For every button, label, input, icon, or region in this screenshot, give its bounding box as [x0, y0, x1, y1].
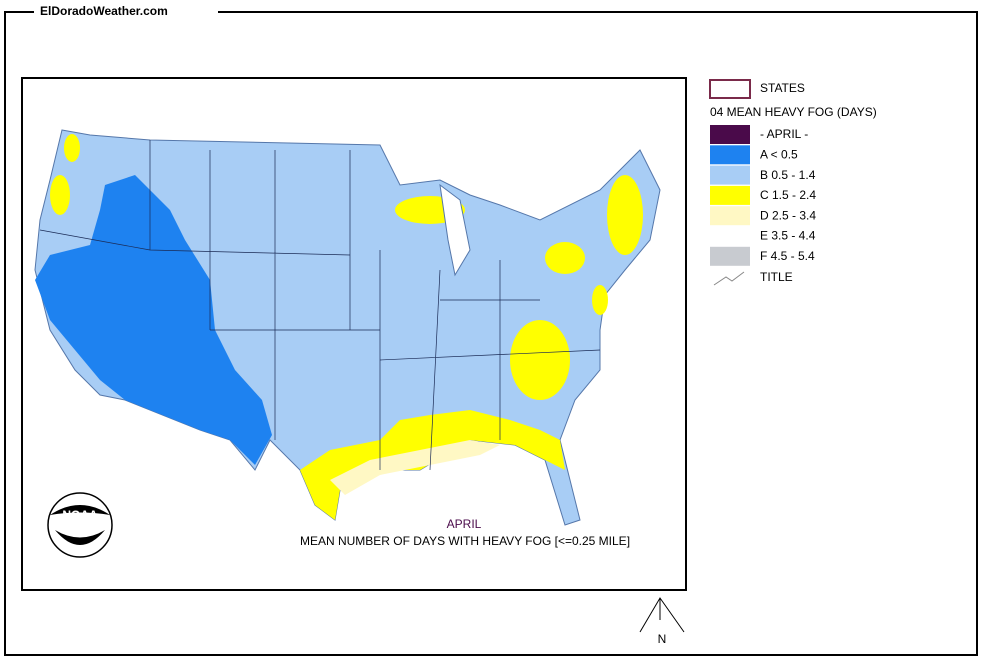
legend-label: C 1.5 - 2.4 [760, 188, 816, 202]
map [34, 129, 661, 526]
legend-swatch [710, 125, 750, 144]
title-bg [34, 2, 218, 22]
fog-d-region [330, 440, 500, 495]
legend-swatch [710, 246, 750, 266]
legend-label: B 0.5 - 1.4 [760, 168, 816, 182]
legend-swatch [710, 165, 750, 185]
legend-label: D 2.5 - 3.4 [760, 208, 816, 222]
legend-title-symbol [713, 271, 745, 286]
legend-label: F 4.5 - 5.4 [760, 249, 815, 263]
noaa-logo: NOAA [47, 492, 113, 558]
map-caption: MEAN NUMBER OF DAYS WITH HEAVY FOG [<=0.… [300, 534, 630, 548]
legend: STATES 04 MEAN HEAVY FOG (DAYS) - APRIL … [709, 79, 877, 286]
legend-swatch [710, 206, 750, 226]
legend-heading: 04 MEAN HEAVY FOG (DAYS) [710, 105, 877, 119]
lake-michigan [439, 183, 471, 277]
site-title: ElDoradoWeather.com [40, 4, 168, 18]
logo-text: NOAA [62, 508, 98, 522]
map-month: APRIL [447, 517, 482, 531]
state-lines [39, 140, 601, 471]
low-fog-region [35, 175, 272, 465]
legend-label: TITLE [760, 270, 793, 284]
north-arrow: N [639, 597, 685, 646]
legend-label: STATES [760, 81, 805, 95]
legend-swatch [710, 226, 750, 246]
outer-frame [4, 11, 978, 656]
legend-swatch [710, 185, 750, 205]
legend-label: A < 0.5 [760, 147, 798, 161]
legend-label: E 3.5 - 4.4 [760, 229, 816, 243]
legend-items: - APRIL - A < 0.5 B 0.5 - 1.4 C 1.5 - 2.4 D … [710, 125, 816, 266]
legend-swatch [710, 145, 750, 165]
legend-label: - APRIL - [760, 127, 808, 141]
legend-states-swatch [709, 79, 751, 99]
north-label: N [658, 632, 667, 646]
